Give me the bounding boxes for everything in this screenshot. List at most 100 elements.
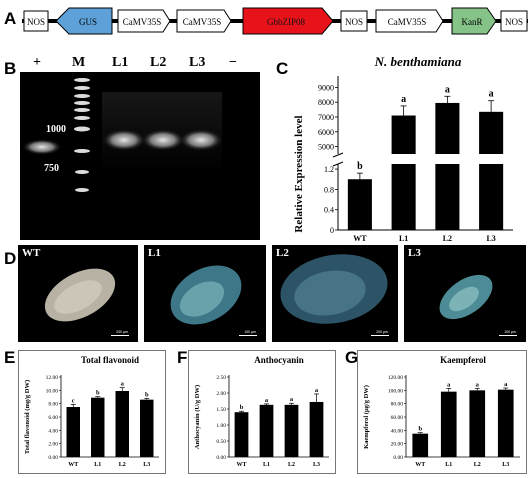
significance-letter: a — [290, 396, 294, 403]
bar-wt — [66, 407, 80, 457]
y-tick-label: 0.50 — [216, 439, 226, 445]
y-tick-label: 1.2 — [324, 165, 334, 174]
x-tick-label: WT — [68, 462, 78, 468]
y-tick-label: 120.00 — [388, 375, 403, 381]
svg-text:KanR: KanR — [462, 17, 483, 27]
panel-label-g: G — [345, 348, 359, 367]
y-tick-label: 0.00 — [48, 455, 58, 461]
x-tick-label: WT — [236, 462, 246, 468]
significance-letter: a — [121, 381, 125, 388]
bar-l1 — [91, 397, 105, 457]
y-tick-label: 80.00 — [391, 402, 404, 408]
gel-band-positive — [22, 139, 62, 155]
gel-marker-1000: 1000 — [46, 124, 66, 135]
scale-label: 200 μm — [376, 330, 388, 334]
gel-marker-750: 750 — [44, 163, 59, 174]
x-tick-label: L3 — [143, 462, 150, 468]
y-tick-label: 1.50 — [216, 407, 226, 413]
svg-text:GUS: GUS — [79, 17, 97, 27]
svg-text:NOS: NOS — [27, 17, 45, 27]
bar-wt — [412, 433, 429, 457]
gel-lane-label-marker: M — [72, 55, 86, 70]
leaf-label-l1: L1 — [148, 247, 161, 259]
x-tick-label: L1 — [263, 462, 270, 468]
leaf-label-l3: L3 — [408, 247, 421, 259]
gel-band-l2 — [141, 129, 185, 151]
significance-letter: a — [401, 94, 406, 105]
gel-image: 1000 750 — [20, 72, 260, 240]
leaf-label-l2: L2 — [276, 247, 289, 259]
significance-letter: b — [357, 161, 363, 172]
bar-l2 — [469, 390, 486, 457]
y-tick-label: 0.00 — [393, 455, 403, 461]
x-tick-label: L1 — [445, 462, 452, 468]
significance-letter: a — [476, 381, 480, 388]
gel-lane-label-negative: − — [229, 55, 237, 70]
y-tick-label: 0 — [330, 226, 334, 235]
chart-ylabel: Anthocyanin (U/g DW) — [194, 385, 201, 449]
gel-marker-ladder — [74, 78, 90, 192]
x-tick-label: L1 — [94, 462, 101, 468]
svg-text:NOS: NOS — [505, 17, 523, 27]
chart-c-ylabel: Relative Expression level — [293, 115, 305, 232]
bar-l1-lower — [391, 164, 416, 230]
gel-lane-label-positive: + — [33, 55, 41, 70]
nos-terminator-1: NOS — [23, 10, 49, 32]
y-tick-label: 6.00 — [48, 415, 58, 421]
y-tick-label: 9000 — [318, 83, 334, 92]
bar-wt — [347, 179, 372, 230]
gel-lane-label-l2: L2 — [150, 55, 167, 70]
x-tick-label: L3 — [313, 462, 320, 468]
bar-l3 — [309, 401, 324, 457]
bar-l2 — [435, 102, 460, 154]
leaf-label-wt: WT — [22, 247, 41, 259]
chart-f-frame: Anthocyanin Anthocyanin (U/g DW) 0.00 0.50 1… — [188, 350, 336, 474]
panel-label-c: C — [276, 59, 289, 78]
scale-bar — [239, 335, 257, 336]
y-tick-label: 60.00 — [391, 415, 404, 421]
x-tick-label: WT — [415, 462, 425, 468]
panel-label-f: F — [177, 348, 188, 367]
bar-l3 — [140, 399, 154, 457]
y-tick-label: 6000 — [318, 128, 334, 137]
y-tick-label: 7000 — [318, 113, 334, 122]
significance-letter: a — [265, 397, 269, 404]
y-tick-label: 20.00 — [391, 442, 404, 448]
scale-label: 200 μm — [116, 330, 128, 334]
significance-letter: a — [315, 387, 319, 394]
gel-lane-label-l3: L3 — [189, 55, 206, 70]
panel-label-e: E — [4, 348, 16, 367]
scale-bar — [111, 335, 129, 336]
svg-text:CaMV35S: CaMV35S — [123, 17, 162, 27]
x-tick-label: L2 — [119, 462, 126, 468]
significance-letter: b — [96, 390, 100, 397]
nos-terminator-3: NOS — [500, 10, 528, 32]
leaf-image-wt: WT 200 μm — [18, 245, 138, 342]
significance-letter: c — [72, 397, 75, 404]
significance-letter: a — [504, 381, 508, 388]
x-tick-label: L3 — [502, 462, 509, 468]
x-tick-label: L1 — [399, 234, 408, 243]
gbbzip08-gene: GbbZIP08 — [242, 7, 334, 35]
y-tick-label: 2.00 — [48, 442, 58, 448]
y-tick-label: 40.00 — [391, 428, 404, 434]
x-tick-label: L2 — [443, 234, 452, 243]
y-tick-label: 8000 — [318, 98, 334, 107]
y-tick-label: 0.00 — [216, 455, 226, 461]
y-tick-label: 4.00 — [48, 428, 58, 434]
y-tick-label: 5000 — [318, 143, 334, 152]
chart-title: Total flavonoid — [81, 355, 139, 365]
y-tick-label: 10.00 — [46, 388, 59, 394]
bar-l2 — [115, 391, 129, 457]
bar-l3 — [479, 111, 504, 154]
significance-letter: b — [418, 426, 422, 433]
chart-e: Total flavonoid Total flavonoid (mg/g DW)… — [24, 355, 159, 468]
chart-ylabel: Total flavonoid (mg/g DW) — [24, 380, 31, 454]
significance-letter: a — [447, 381, 451, 388]
svg-text:GbbZIP08: GbbZIP08 — [267, 17, 305, 27]
y-tick-label: 100.00 — [388, 388, 403, 394]
kanr-gene: KanR — [451, 7, 497, 35]
x-tick-label: L2 — [288, 462, 295, 468]
axis-break-mark — [332, 152, 344, 167]
bar-l2-lower — [435, 164, 460, 230]
